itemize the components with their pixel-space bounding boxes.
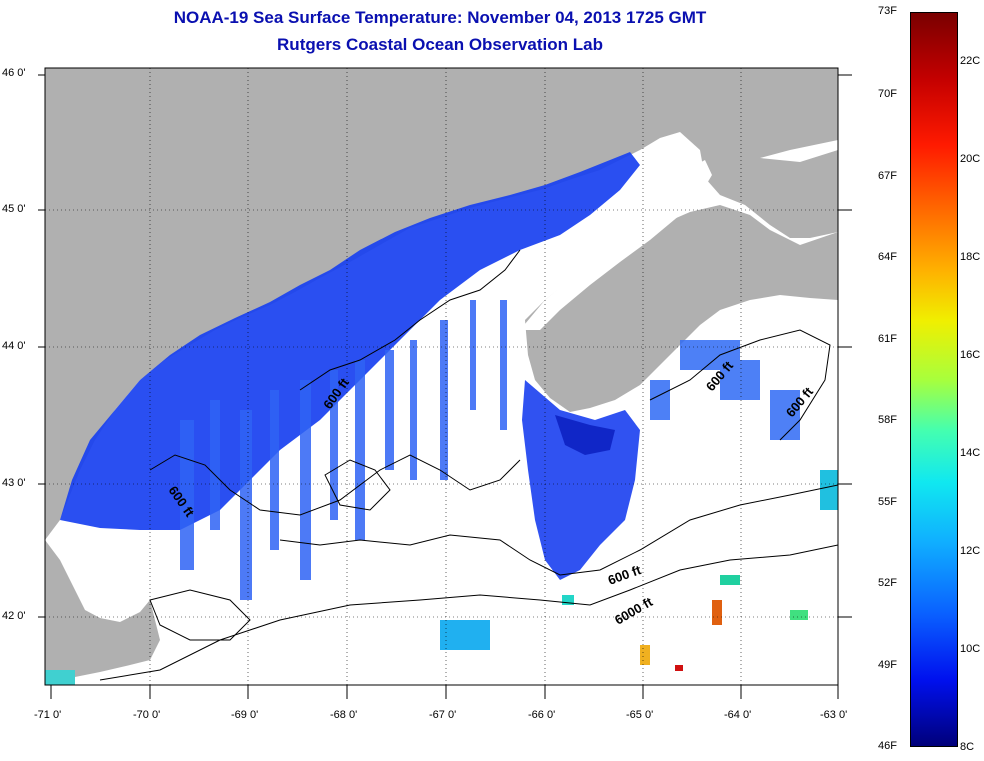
colorbar-f-label: 70F (878, 88, 897, 100)
colorbar-c-label: 16C (960, 349, 981, 361)
temperature-colorbar (910, 12, 958, 747)
contour-6000ft (99, 544, 838, 681)
colorbar-f-label: 73F (878, 5, 897, 17)
colorbar-c-label: 10C (960, 643, 981, 655)
lat-label: 46 0' (2, 67, 26, 79)
map-title: NOAA-19 Sea Surface Temperature: Novembe… (173, 8, 707, 27)
sst-coastal-band (60, 152, 640, 530)
land-cape-breton (700, 150, 838, 238)
lat-label: 43 0' (2, 477, 26, 489)
lon-label: -71 0' (34, 709, 62, 721)
lat-label: 44 0' (2, 340, 26, 352)
lat-label: 45 0' (2, 203, 26, 215)
contour-600ft-central (299, 249, 521, 391)
graticule (45, 68, 838, 685)
bay-of-fundy (520, 160, 712, 330)
colorbar-f-label: 49F (878, 659, 897, 671)
lon-label: -63 0' (820, 709, 848, 721)
colorbar-c-label: 20C (960, 153, 981, 165)
contour-georges (149, 589, 251, 641)
contour-600ft-west (149, 454, 521, 516)
colorbar-f-label: 58F (878, 414, 897, 426)
lat-label: 42 0' (2, 610, 26, 622)
contour-basin (324, 459, 391, 511)
lon-label: -66 0' (528, 709, 556, 721)
colorbar-c-label: 14C (960, 447, 981, 459)
colorbar-f-label: 55F (878, 496, 897, 508)
land-mainland (45, 68, 838, 540)
colorbar-f-label: 52F (878, 577, 897, 589)
contour-600ft-scotian (649, 329, 831, 441)
land-cape-cod (45, 540, 160, 685)
colorbar-c-label: 8C (960, 741, 975, 753)
colorbar-c-label: 18C (960, 251, 981, 263)
lon-label: -64 0' (724, 709, 752, 721)
map-subtitle: Rutgers Coastal Ocean Observation Lab (277, 35, 603, 54)
axis-ticks (38, 74, 852, 699)
plot-frame (44, 67, 839, 686)
bathymetry-contours (99, 249, 838, 681)
sst-scotian-shelf (650, 340, 800, 440)
lon-label: -69 0' (231, 709, 259, 721)
sst-dark-core (555, 415, 615, 455)
colorbar-f-label: 67F (878, 170, 897, 182)
lon-label: -68 0' (330, 709, 358, 721)
lon-label: -70 0' (133, 709, 161, 721)
contour-600ft-south (279, 484, 838, 576)
sst-streaks (180, 300, 507, 600)
lon-label: -65 0' (626, 709, 654, 721)
sst-warm-pixels (45, 470, 838, 685)
colorbar-f-label: 61F (878, 333, 897, 345)
colorbar-f-label: 64F (878, 251, 897, 263)
colorbar-c-label: 12C (960, 545, 981, 557)
colorbar-c-label: 22C (960, 55, 981, 67)
colorbar-f-label: 46F (878, 740, 897, 752)
lon-label: -67 0' (429, 709, 457, 721)
